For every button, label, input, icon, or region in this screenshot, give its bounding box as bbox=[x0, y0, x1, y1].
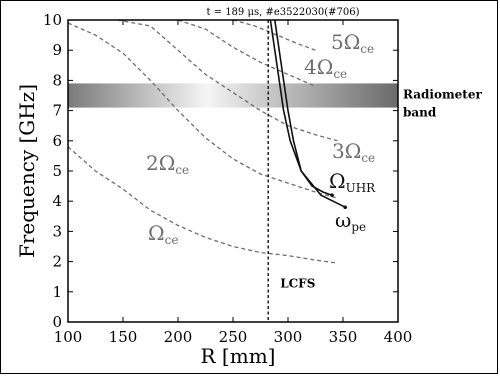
curve-label-3: 3Ωce bbox=[332, 139, 375, 165]
series-line-1 bbox=[68, 146, 338, 264]
lcfs-label: LCFS bbox=[280, 276, 315, 290]
series-layer bbox=[68, 20, 348, 264]
axis-ticks: 100 150 200 250 300 350 400 0 1 2 3 4 5 6 7 8 9 10 bbox=[43, 11, 412, 346]
x-tick-label: 200 bbox=[164, 328, 193, 346]
curve-label-4: 4Ωce bbox=[304, 55, 347, 81]
series-end-point-6 bbox=[330, 193, 334, 197]
x-tick-label: 250 bbox=[219, 328, 248, 346]
chart-title: t = 189 μs, #e3522030(#706) bbox=[206, 7, 359, 18]
x-tick-label: 150 bbox=[109, 328, 138, 346]
x-tick-label: 100 bbox=[54, 328, 83, 346]
series-end-point-7 bbox=[343, 205, 348, 210]
radiometer-band-rect bbox=[68, 83, 398, 108]
series-line-2 bbox=[68, 22, 338, 199]
radiometer-band-label-1: Radiometer bbox=[403, 88, 482, 102]
series-line-7 bbox=[269, 20, 346, 208]
curve-label-7: ωpe bbox=[335, 208, 366, 234]
x-tick-label: 350 bbox=[329, 328, 358, 346]
x-axis-label: R [mm] bbox=[201, 344, 276, 368]
y-axis-label: Frequency [GHz] bbox=[15, 84, 39, 258]
curve-label-1: Ωce bbox=[148, 221, 178, 247]
y-tick-label: 8 bbox=[52, 71, 62, 89]
series-line-4 bbox=[177, 20, 316, 87]
y-tick-label: 5 bbox=[52, 162, 62, 180]
y-tick-label: 9 bbox=[52, 41, 62, 59]
curve-label-6: ΩUHR bbox=[329, 169, 376, 195]
series-line-6 bbox=[274, 20, 333, 196]
y-tick-label: 7 bbox=[52, 102, 62, 120]
y-tick-label: 1 bbox=[52, 283, 62, 301]
series-line-3 bbox=[117, 20, 338, 142]
radiometer-band-label-2: band bbox=[403, 106, 437, 120]
lcfs-marker: LCFS bbox=[267, 20, 315, 322]
curve-label-2: 2Ωce bbox=[146, 151, 189, 177]
y-tick-label: 0 bbox=[52, 313, 62, 331]
curve-label-5: 5Ωce bbox=[331, 30, 374, 56]
radiometer-band: Radiometer band bbox=[68, 83, 482, 120]
y-tick-label: 3 bbox=[52, 222, 62, 240]
x-tick-label: 400 bbox=[384, 328, 413, 346]
y-tick-label: 6 bbox=[52, 132, 62, 150]
y-tick-label: 10 bbox=[43, 11, 62, 29]
plot-area bbox=[68, 20, 398, 322]
x-tick-label: 300 bbox=[274, 328, 303, 346]
series-line-5 bbox=[232, 20, 316, 51]
y-tick-label: 4 bbox=[52, 192, 62, 210]
y-tick-label: 2 bbox=[52, 253, 62, 271]
